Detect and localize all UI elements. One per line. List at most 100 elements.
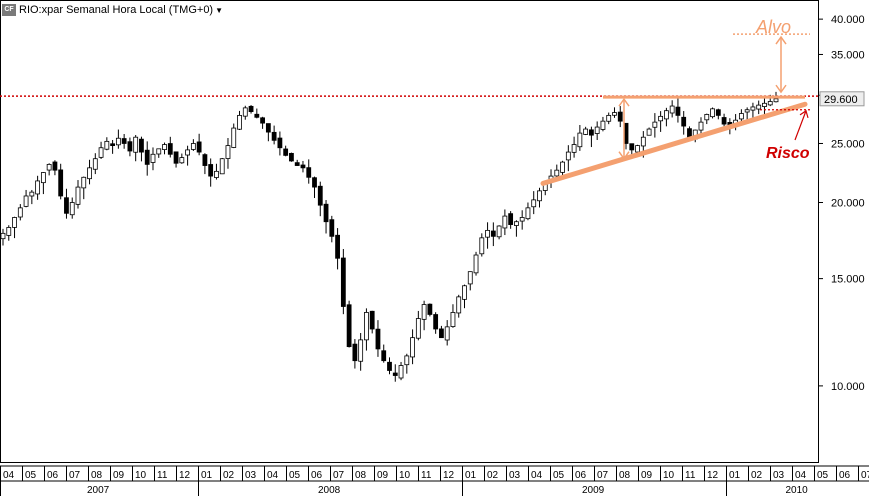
candle-body bbox=[531, 199, 537, 208]
candle-body bbox=[612, 112, 617, 116]
candle-body bbox=[312, 177, 317, 188]
candle-body bbox=[139, 138, 144, 153]
candle-body bbox=[12, 217, 17, 228]
month-label: 03 bbox=[773, 470, 785, 481]
month-label: 08 bbox=[355, 470, 367, 481]
candle-body bbox=[704, 114, 710, 121]
candle-body bbox=[277, 137, 283, 149]
candle-body bbox=[715, 109, 721, 116]
candle-body bbox=[185, 149, 190, 156]
candle-body bbox=[375, 328, 381, 350]
candle-body bbox=[387, 361, 392, 371]
candle-body bbox=[519, 217, 525, 222]
candle-body bbox=[594, 126, 600, 134]
rising-trendline bbox=[540, 101, 808, 186]
month-label: 01 bbox=[465, 470, 477, 481]
month-label: 02 bbox=[223, 470, 235, 481]
candle-body bbox=[219, 158, 225, 175]
month-label: 07 bbox=[69, 470, 81, 481]
candle-body bbox=[271, 131, 277, 141]
candle-body bbox=[669, 105, 675, 114]
candle-body bbox=[190, 143, 196, 150]
month-label: 01 bbox=[201, 470, 213, 481]
candle-body bbox=[202, 154, 208, 166]
candle-body bbox=[265, 123, 271, 133]
month-label: 07 bbox=[597, 470, 609, 481]
candle-body bbox=[467, 271, 473, 285]
candle-body bbox=[738, 113, 744, 120]
pattern-height-arrow-head bbox=[618, 151, 630, 161]
month-label: 10 bbox=[399, 470, 411, 481]
candle-body bbox=[40, 172, 46, 184]
candle-body bbox=[104, 140, 110, 150]
chart-title: RIO:xpar Semanal Hora Local (TMG+0) bbox=[19, 4, 214, 16]
candle-body bbox=[415, 318, 421, 339]
candle-body bbox=[502, 215, 508, 229]
month-label: 05 bbox=[25, 470, 37, 481]
candle-body bbox=[248, 105, 254, 113]
candle-body bbox=[237, 114, 242, 130]
candle-body bbox=[462, 285, 467, 300]
candle-body bbox=[29, 191, 35, 197]
month-label: 04 bbox=[531, 470, 543, 481]
candle-body bbox=[92, 158, 98, 170]
candle-body bbox=[369, 310, 375, 330]
month-label: 04 bbox=[3, 470, 15, 481]
candle-body bbox=[404, 355, 410, 366]
candle-body bbox=[115, 137, 121, 146]
candle-body bbox=[410, 337, 415, 358]
month-label: 11 bbox=[685, 470, 696, 481]
candle-body bbox=[762, 102, 767, 107]
chart-title-bar[interactable]: CF RIO:xpar Semanal Hora Local (TMG+0) ▼ bbox=[2, 3, 223, 17]
candle-body bbox=[167, 143, 173, 155]
candle-body bbox=[75, 186, 81, 205]
candle-body bbox=[52, 161, 58, 171]
candle-body bbox=[225, 145, 231, 159]
candle-body bbox=[317, 185, 323, 206]
target-projection-arrow-head bbox=[775, 84, 787, 94]
candle-body bbox=[606, 114, 612, 122]
candle-body bbox=[150, 153, 156, 163]
month-label: 09 bbox=[377, 470, 389, 481]
candle-body bbox=[721, 117, 727, 125]
candle-body bbox=[173, 151, 179, 164]
candle-body bbox=[214, 170, 219, 178]
candle-body bbox=[294, 162, 300, 166]
candle-body bbox=[433, 314, 439, 330]
month-label: 06 bbox=[47, 470, 59, 481]
candle-body bbox=[23, 195, 29, 207]
candle-body bbox=[283, 148, 289, 156]
month-label: 01 bbox=[729, 470, 741, 481]
candle-body bbox=[767, 101, 773, 106]
month-label: 02 bbox=[487, 470, 499, 481]
candle-body bbox=[444, 326, 450, 341]
last-price-box bbox=[819, 91, 865, 107]
candle-body bbox=[127, 141, 133, 152]
candle-body bbox=[600, 120, 606, 130]
month-label: 11 bbox=[157, 470, 168, 481]
month-label: 05 bbox=[553, 470, 565, 481]
candle-body bbox=[121, 138, 127, 144]
candle-body bbox=[335, 234, 340, 259]
year-label: 2010 bbox=[786, 485, 809, 496]
month-label: 07 bbox=[861, 470, 869, 481]
month-label: 12 bbox=[179, 470, 191, 481]
candle-body bbox=[589, 129, 594, 136]
candle-body bbox=[744, 109, 750, 113]
candle-body bbox=[514, 221, 519, 226]
candle-body bbox=[0, 232, 6, 240]
candle-body bbox=[537, 190, 542, 202]
candle-body bbox=[490, 230, 496, 237]
candle-body bbox=[254, 113, 260, 118]
caret-down-icon[interactable]: ▼ bbox=[215, 5, 224, 15]
candle-body bbox=[439, 328, 444, 339]
candle-body bbox=[231, 127, 237, 148]
candle-body bbox=[260, 117, 265, 124]
candle-body bbox=[640, 136, 646, 147]
candle-body bbox=[358, 339, 364, 362]
candle-body bbox=[479, 237, 485, 255]
year-label: 2007 bbox=[87, 485, 110, 496]
month-label: 09 bbox=[113, 470, 125, 481]
